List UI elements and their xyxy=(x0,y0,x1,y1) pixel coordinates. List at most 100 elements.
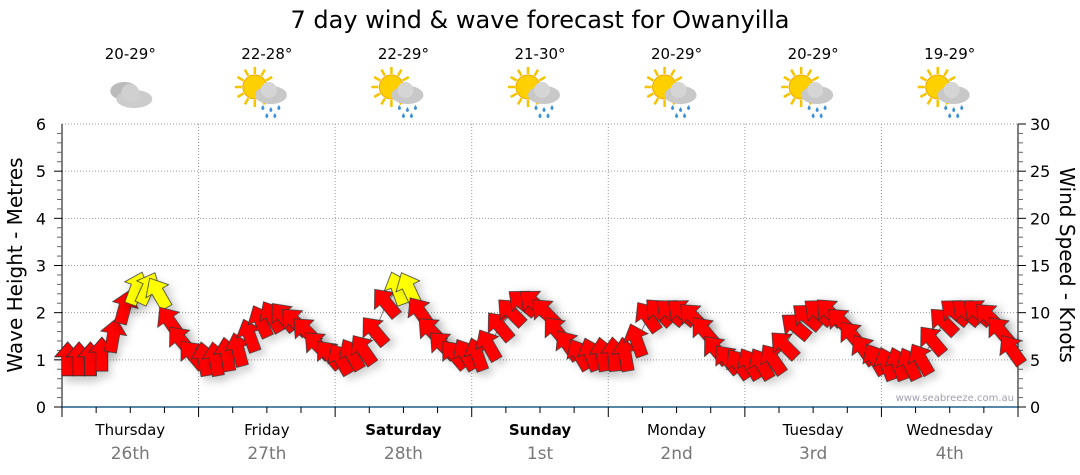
left-axis-title: Wave Height - Metres xyxy=(3,157,27,372)
day-label: Friday xyxy=(244,421,290,439)
day-label: Thursday xyxy=(94,421,165,439)
right-tick-label: 25 xyxy=(1030,162,1050,181)
cloud-puff xyxy=(121,84,140,102)
sun-ray xyxy=(236,75,245,82)
cloud-puff xyxy=(534,82,550,98)
wind-arrow xyxy=(771,332,801,362)
day-label: Wednesday xyxy=(906,421,993,439)
rain-drop xyxy=(683,113,687,118)
rain-drop xyxy=(687,105,691,110)
chart-title: 7 day wind & wave forecast for Owanyilla xyxy=(291,6,790,34)
day-date: 26th xyxy=(111,444,150,464)
wind-arrow xyxy=(362,317,391,349)
sun-ray xyxy=(533,69,540,77)
sun-ray xyxy=(653,69,660,77)
rain-drop xyxy=(546,113,550,118)
left-tick-label: 6 xyxy=(36,115,46,134)
day-temp: 20-29° xyxy=(788,45,839,63)
rain-drop xyxy=(273,113,277,118)
rain-drop xyxy=(269,107,273,112)
sun-ray xyxy=(926,97,933,105)
day-date: 2nd xyxy=(660,444,692,464)
rain-drop xyxy=(405,107,409,112)
sun-cloud-rain-icon xyxy=(917,67,970,118)
wind-arrow xyxy=(622,323,649,359)
day-label: Saturday xyxy=(365,421,442,439)
rain-drop xyxy=(815,107,819,112)
sun-ray xyxy=(516,97,523,105)
sun-ray xyxy=(646,75,654,82)
cloud-puff xyxy=(397,82,414,98)
cloudy-icon xyxy=(110,82,153,108)
sun-ray xyxy=(806,69,813,77)
rain-drop xyxy=(538,113,542,118)
sun-ray xyxy=(373,92,381,99)
right-tick-label: 15 xyxy=(1030,257,1050,276)
sun-ray xyxy=(926,69,933,77)
sun-ray xyxy=(538,75,546,82)
right-tick-label: 10 xyxy=(1030,304,1050,323)
right-tick-label: 0 xyxy=(1030,398,1040,417)
rain-drop xyxy=(550,105,554,110)
sun-ray xyxy=(783,75,791,82)
right-tick-label: 20 xyxy=(1030,209,1050,228)
right-tick-label: 5 xyxy=(1030,351,1040,370)
wind-arrow xyxy=(920,326,949,358)
sun-ray xyxy=(396,69,403,77)
left-tick-label: 4 xyxy=(36,209,46,228)
rain-drop xyxy=(679,107,683,112)
watermark: www.seabreeze.com.au xyxy=(896,393,1014,404)
rain-drop xyxy=(819,113,823,118)
rain-drop xyxy=(277,105,281,110)
sun-ray xyxy=(380,69,387,77)
day-temp: 19-29° xyxy=(924,45,975,63)
day-temp: 20-29° xyxy=(105,45,156,63)
sun-ray xyxy=(510,92,518,99)
rain-drop xyxy=(952,107,956,112)
rain-drop xyxy=(671,105,675,110)
day-date: 27th xyxy=(247,444,286,464)
sun-ray xyxy=(669,69,676,77)
rain-drop xyxy=(409,113,413,118)
sun-ray xyxy=(402,75,410,82)
rain-drop xyxy=(944,105,948,110)
sun-ray xyxy=(653,97,660,105)
sun-ray xyxy=(243,97,250,105)
sun-ray xyxy=(948,75,956,82)
rain-drop xyxy=(823,105,827,110)
left-tick-label: 5 xyxy=(36,162,46,181)
day-date: 1st xyxy=(527,444,554,464)
sun-ray xyxy=(919,92,928,99)
rain-drop xyxy=(261,105,265,110)
sun-ray xyxy=(373,75,381,82)
rain-drop xyxy=(542,107,546,112)
sun-ray xyxy=(516,69,523,77)
sun-ray xyxy=(236,92,245,99)
sun-cloud-rain-icon xyxy=(781,67,834,118)
sun-cloud-rain-icon xyxy=(371,67,424,118)
day-label: Tuesday xyxy=(782,421,844,439)
wind-arrow xyxy=(907,343,936,378)
sun-cloud-rain-icon xyxy=(234,67,287,118)
day-temp: 22-28° xyxy=(241,45,292,63)
sun-ray xyxy=(790,97,796,105)
sun-ray xyxy=(260,69,266,77)
sun-ray xyxy=(243,69,250,77)
cloud-puff xyxy=(943,82,960,98)
left-tick-label: 3 xyxy=(36,257,46,276)
right-axis-title: Wind Speed - Knots xyxy=(1055,167,1079,363)
sun-ray xyxy=(380,97,387,105)
day-label: Sunday xyxy=(509,421,572,439)
cloud-puff xyxy=(807,82,824,98)
rain-drop xyxy=(413,105,417,110)
rain-drop xyxy=(956,113,960,118)
day-temp: 20-29° xyxy=(651,45,702,63)
wind-arrow xyxy=(100,317,128,354)
sun-ray xyxy=(919,75,928,82)
cloud-puff xyxy=(260,82,277,98)
rain-drop xyxy=(265,113,269,118)
wind-arrow xyxy=(475,329,503,364)
rain-drop xyxy=(811,113,815,118)
sun-ray xyxy=(790,69,796,77)
